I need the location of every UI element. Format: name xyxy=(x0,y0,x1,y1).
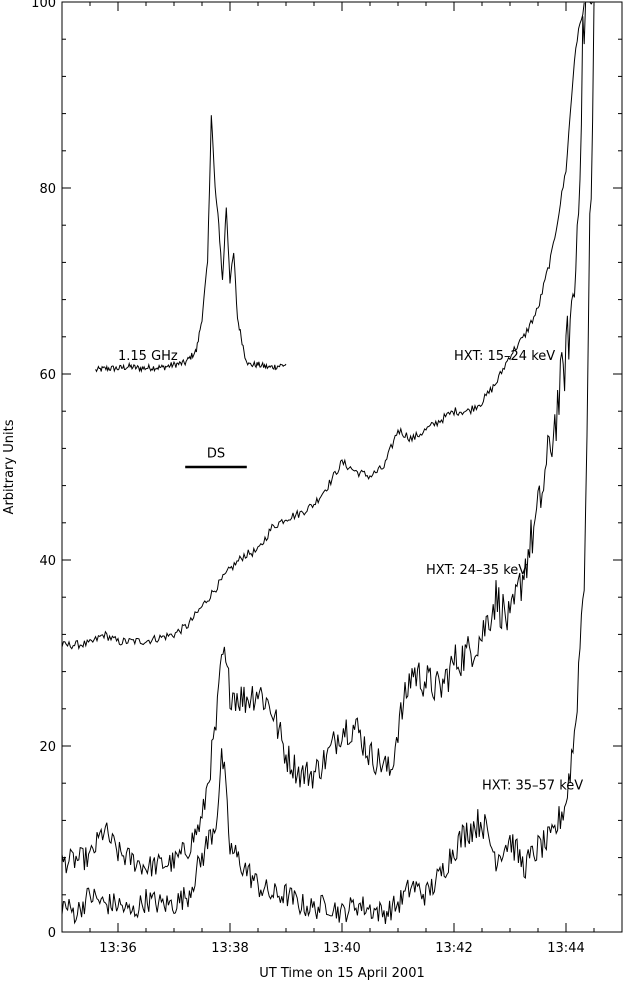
x-tick-label: 13:36 xyxy=(99,941,136,956)
annotation-layer: 1.15 GHz HXT: 15–24 keV HXT: 24–35 keV HXT:… xyxy=(118,349,583,794)
y-tick-label: 40 xyxy=(39,554,56,569)
x-tick-label: 13:38 xyxy=(211,941,248,956)
x-axis-ticks: 13:36 13:38 13:40 13:42 13:44 xyxy=(61,2,623,956)
series-line-hxt-24-35-kev xyxy=(61,1,594,877)
x-tick-label: 13:40 xyxy=(323,941,360,956)
y-tick-label: 0 xyxy=(48,926,56,941)
series-line-1-15-ghz xyxy=(95,115,287,373)
series-line-hxt-15-24-kev xyxy=(61,2,585,651)
annotation-ds: DS xyxy=(207,447,225,462)
y-tick-label: 80 xyxy=(39,182,56,197)
y-axis-label: Arbitrary Units xyxy=(2,419,17,514)
x-tick-label: 13:42 xyxy=(435,941,472,956)
y-tick-label: 100 xyxy=(31,0,56,11)
annotation-hxt-15-24-kev: HXT: 15–24 keV xyxy=(454,349,555,364)
annotation-1-15-ghz: 1.15 GHz xyxy=(118,349,178,364)
x-axis-label: UT Time on 15 April 2001 xyxy=(259,966,424,981)
x-tick-label: 13:44 xyxy=(547,941,584,956)
annotation-hxt-35-57-kev: HXT: 35–57 keV xyxy=(482,779,583,794)
annotation-hxt-24-35-kev: HXT: 24–35 keV xyxy=(426,563,527,578)
y-tick-label: 60 xyxy=(39,368,56,383)
series-layer xyxy=(61,1,595,925)
series-line-hxt-35-57-kev xyxy=(61,1,595,925)
y-axis-ticks: 0 20 40 60 80 100 xyxy=(31,0,622,941)
y-tick-label: 20 xyxy=(39,740,56,755)
